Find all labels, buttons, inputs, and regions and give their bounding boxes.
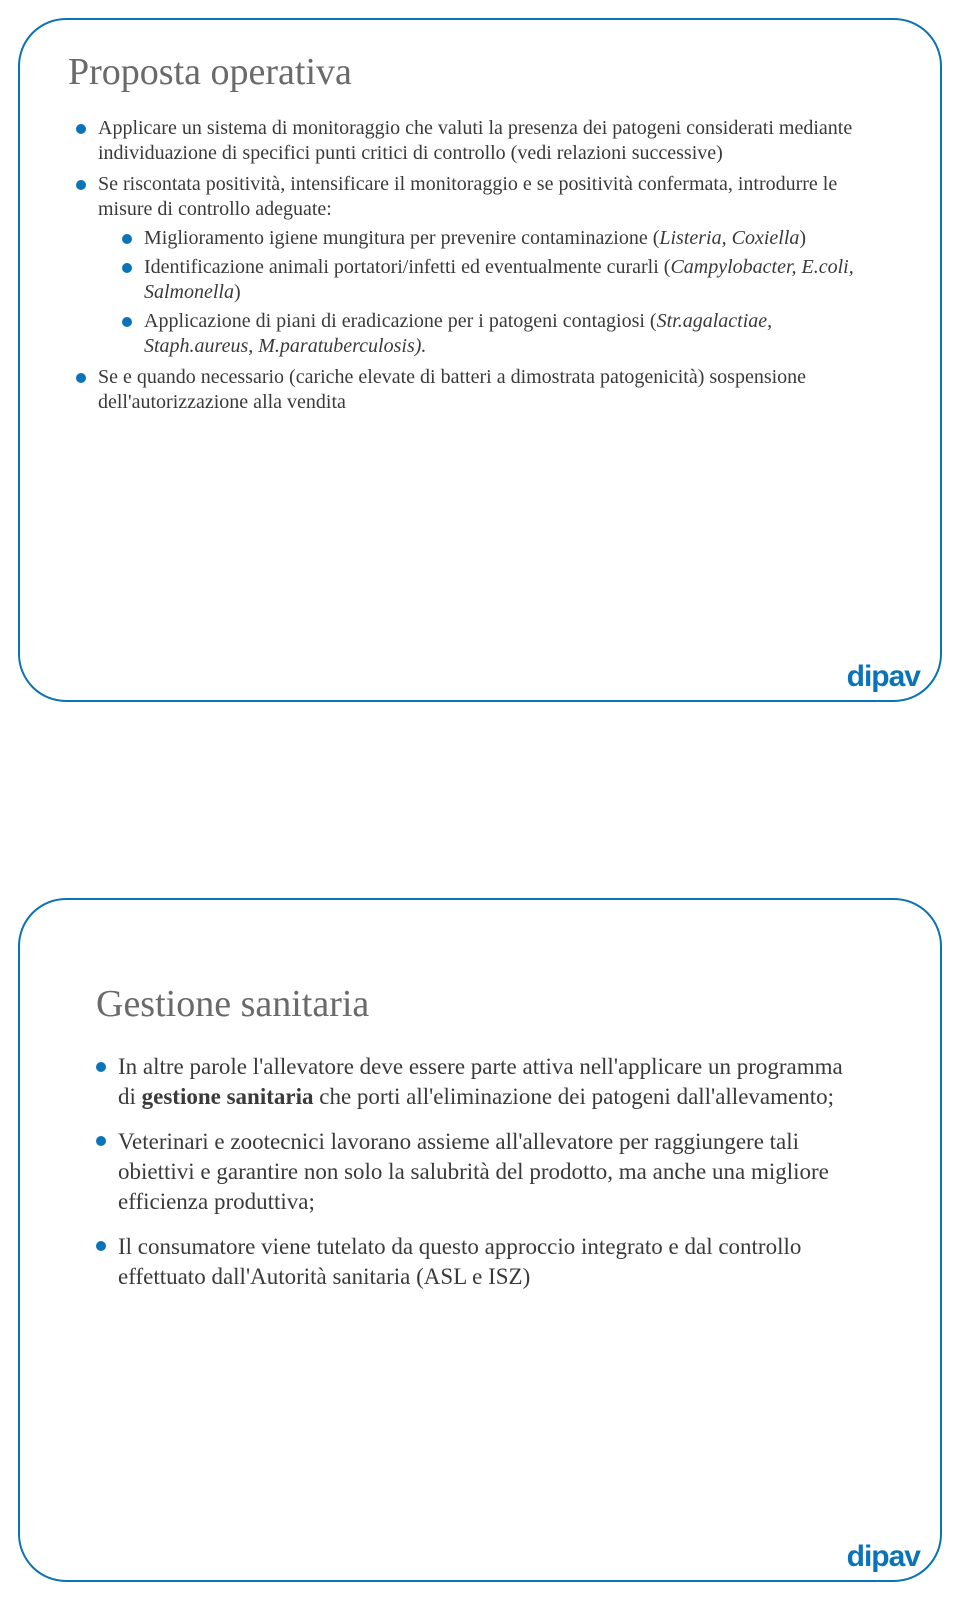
bullet-list: Applicare un sistema di monitoraggio che… — [76, 116, 884, 415]
bullet-item: Il consumatore viene tutelato da questo … — [96, 1232, 864, 1293]
slide-content: In altre parole l'allevatore deve essere… — [96, 1052, 864, 1293]
bullet-item: Se e quando necessario (cariche elevate … — [76, 365, 884, 415]
bullet-text: Applicare un sistema di monitoraggio che… — [98, 117, 852, 164]
bold-text: gestione sanitaria — [142, 1084, 314, 1109]
slide-proposta: Proposta operativa Applicare un sistema … — [0, 0, 960, 720]
bullet-item: Applicare un sistema di monitoraggio che… — [76, 116, 884, 166]
sub-bullet-text: Applicazione di piani di eradicazione pe… — [144, 310, 657, 332]
bullet-list: In altre parole l'allevatore deve essere… — [96, 1052, 864, 1293]
bullet-item: Se riscontata positività, intensificare … — [76, 172, 884, 359]
sub-bullet-item: Applicazione di piani di eradicazione pe… — [122, 309, 884, 359]
sub-bullet-text: ) — [234, 281, 241, 303]
bullet-text: Se e quando necessario (cariche elevate … — [98, 366, 806, 413]
slide-gestione: Gestione sanitaria In altre parole l'all… — [0, 880, 960, 1600]
slide-content: Applicare un sistema di monitoraggio che… — [76, 116, 884, 415]
slide-title: Gestione sanitaria — [96, 982, 920, 1026]
bullet-text: Il consumatore viene tutelato da questo … — [118, 1234, 801, 1289]
bullet-text: Veterinari e zootecnici lavorano assieme… — [118, 1129, 829, 1215]
sub-bullet-text: ) — [799, 227, 806, 249]
italic-text: Listeria, Coxiella — [659, 227, 799, 249]
slide-gap — [0, 720, 960, 880]
sub-bullet-item: Identificazione animali portatori/infett… — [122, 255, 884, 305]
sub-bullet-text: Miglioramento igiene mungitura per preve… — [144, 227, 659, 249]
slide-title: Proposta operativa — [68, 50, 920, 94]
sub-bullet-list: Miglioramento igiene mungitura per preve… — [98, 226, 884, 359]
bullet-item: Veterinari e zootecnici lavorano assieme… — [96, 1127, 864, 1218]
sub-bullet-item: Miglioramento igiene mungitura per preve… — [122, 226, 884, 251]
page: Proposta operativa Applicare un sistema … — [0, 0, 960, 1600]
bullet-item: In altre parole l'allevatore deve essere… — [96, 1052, 864, 1113]
sub-bullet-text: Identificazione animali portatori/infett… — [144, 256, 670, 278]
logo: dipav — [847, 1540, 920, 1574]
bullet-text: che porti all'eliminazione dei patogeni … — [314, 1084, 835, 1109]
bullet-text: Se riscontata positività, intensificare … — [98, 173, 837, 220]
logo: dipav — [847, 660, 920, 694]
